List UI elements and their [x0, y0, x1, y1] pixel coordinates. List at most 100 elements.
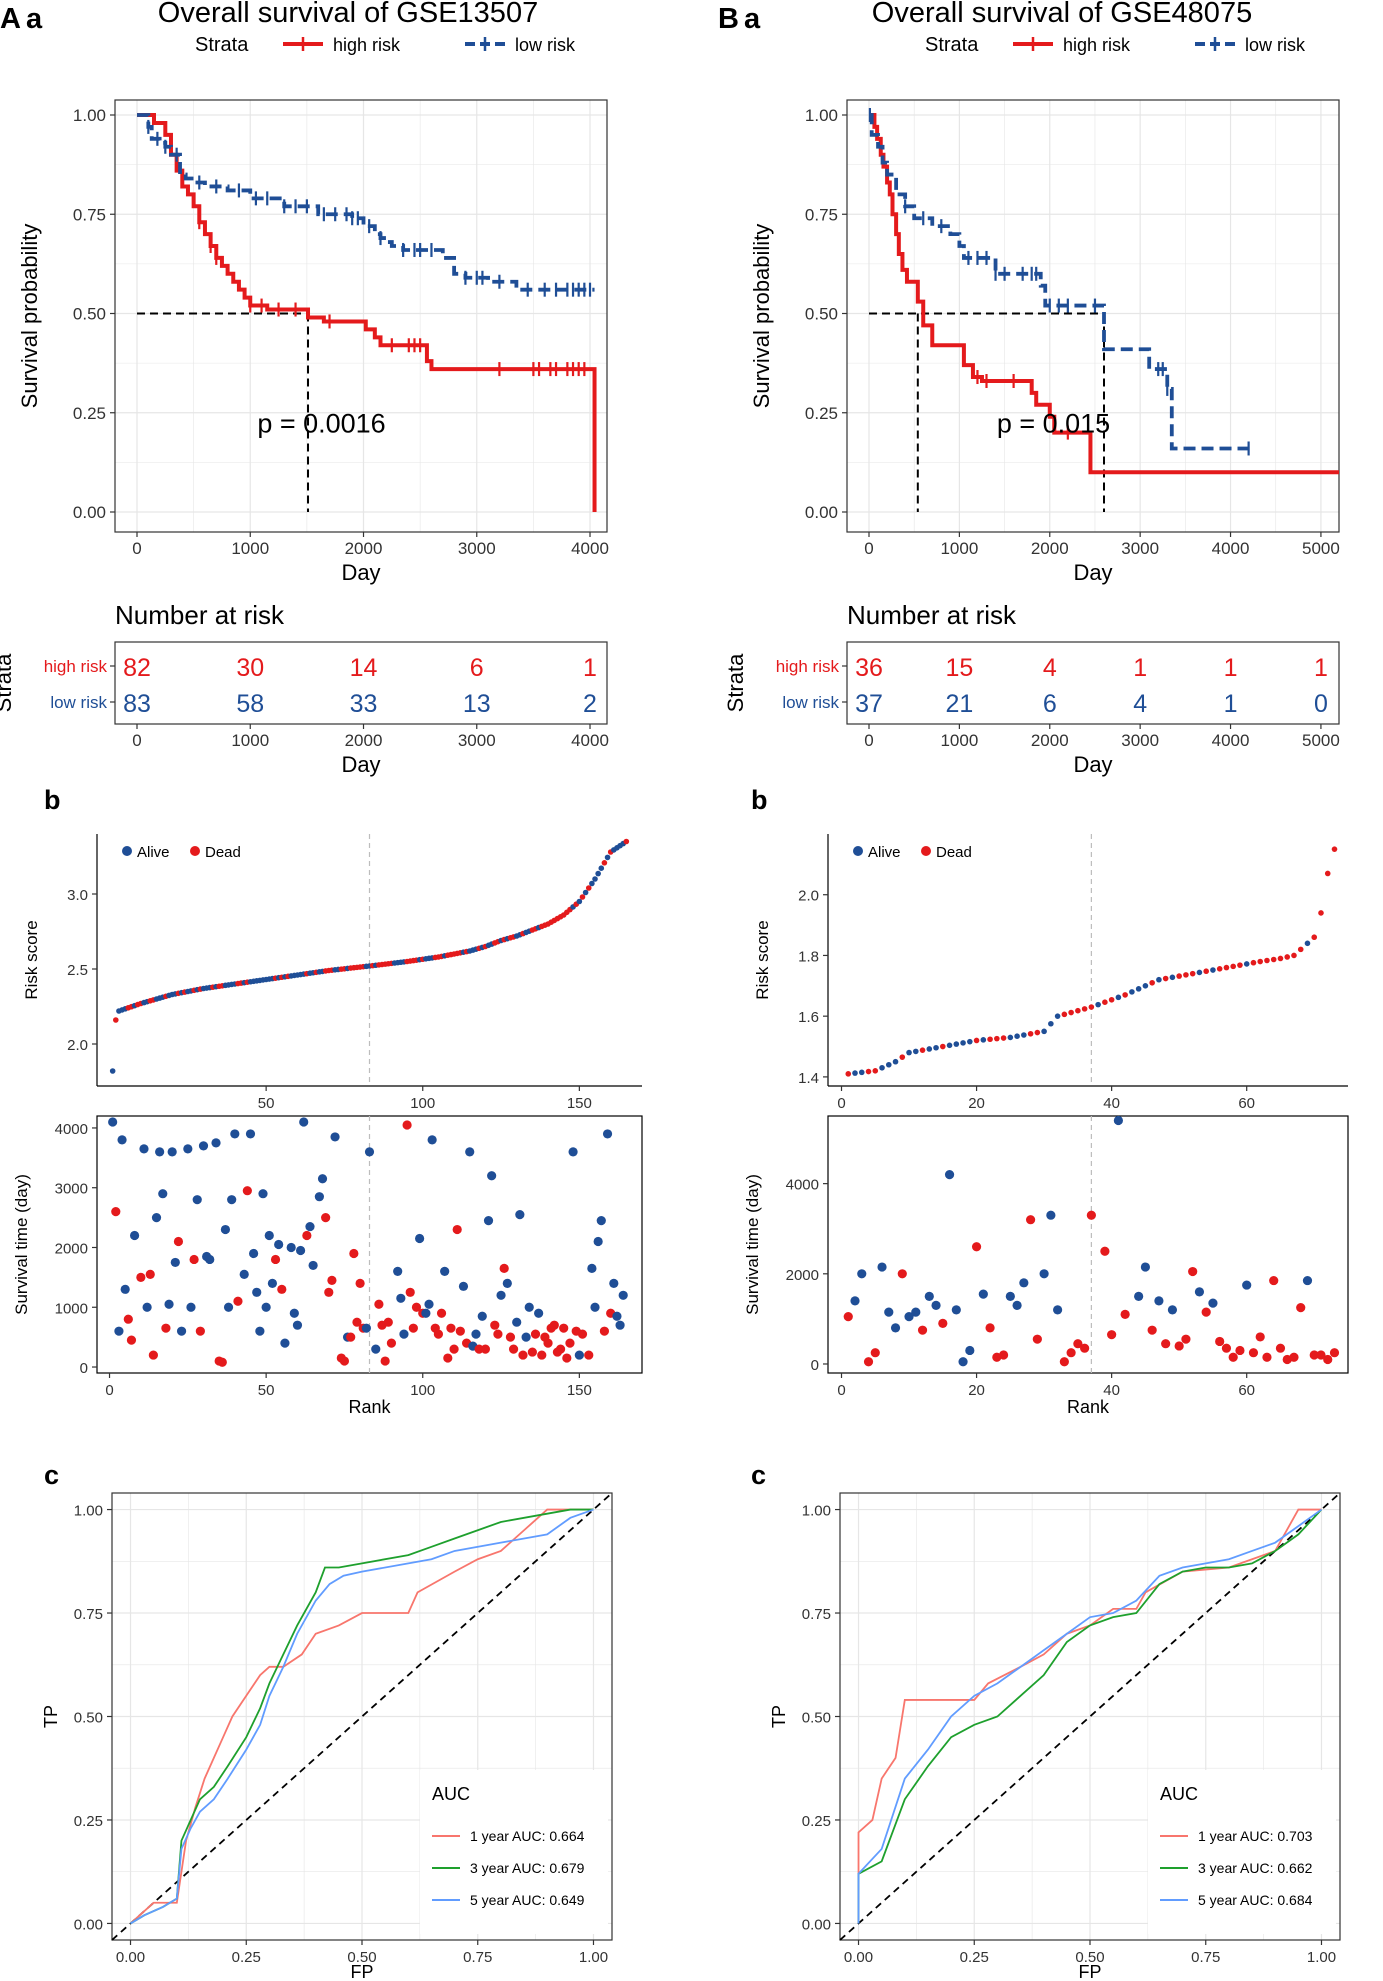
B-survival-time-point	[1329, 1348, 1340, 1358]
B-risk-score-point	[933, 1044, 939, 1051]
A-survival-time-point	[471, 1329, 481, 1339]
A-km-y-axis-label: Survival probability	[17, 224, 42, 409]
B-roc-y-tick-label: 1.00	[802, 1503, 831, 1520]
A-survival-time-point	[615, 1320, 625, 1330]
A-survival-time-x-tick-label: 50	[258, 1382, 275, 1399]
B-risk-table-cell: 6	[1043, 690, 1057, 718]
B-survival-time-point	[843, 1312, 853, 1322]
B-km-panel-border	[846, 99, 1340, 533]
A-roc-y-tick-label: 0.25	[74, 1813, 103, 1830]
A-survival-time-point	[183, 1144, 193, 1154]
A-survival-time-point	[534, 1308, 544, 1318]
A-km-plot-area	[115, 100, 607, 532]
A-survival-time-point	[480, 1344, 490, 1354]
B-survival-time-point	[1167, 1305, 1178, 1315]
panel-frames	[112, 100, 1340, 1940]
A-survival-time-point	[111, 1207, 121, 1217]
B-risk-score-x-tick-label: 20	[968, 1095, 985, 1112]
A-survival-time-y-tick-label: 2000	[55, 1240, 88, 1257]
A-survival-time-point	[139, 1144, 149, 1154]
B-survival-time-panel-border	[827, 1115, 1349, 1374]
B-risk-table-x-axis-label: Day	[1073, 752, 1112, 777]
A-survival-time-point	[452, 1224, 462, 1235]
A-survival-time-point	[192, 1195, 202, 1205]
B-risk-score-x-tick-label: 60	[1238, 1095, 1255, 1112]
B-survival-time-x-tick-label: 0	[837, 1382, 845, 1399]
B-survival-time-point	[1255, 1332, 1265, 1342]
A-survival-time-point	[612, 1311, 622, 1321]
B-risk-table-x-tick-label: 0	[864, 731, 873, 750]
A-survival-time-point	[483, 1215, 494, 1226]
B-risk-score-x-tick-label: 0	[837, 1095, 845, 1112]
A-survival-time-point	[223, 1302, 234, 1312]
A-roc-legend-label-1: 3 year AUC: 0.679	[470, 1860, 585, 1876]
B-risk-score-point	[1210, 967, 1216, 973]
A-survival-time-point	[164, 1299, 174, 1309]
B-risk-score-point	[1223, 964, 1230, 971]
B-roc-legend-title: AUC	[1160, 1784, 1198, 1804]
A-survival-time-point	[527, 1347, 537, 1357]
B-risk-score-y-tick-label: 1.8	[798, 948, 819, 965]
B-survival-time-point	[1039, 1269, 1049, 1279]
B-risk-score-point	[1250, 959, 1257, 966]
A-survival-time-point	[170, 1257, 180, 1268]
B-survival-time-point	[917, 1325, 928, 1335]
A-survival-time-point	[123, 1314, 133, 1324]
B-risk-score-point	[1075, 1007, 1081, 1014]
B-survival-time-point	[938, 1318, 948, 1329]
B-survival-time-point	[998, 1350, 1009, 1360]
B-survival-time-point	[944, 1170, 955, 1180]
B-roc-legend-label-1: 3 year AUC: 0.662	[1198, 1860, 1313, 1876]
A-survival-time-point	[421, 1308, 431, 1318]
B-risk-table-title: Number at risk	[847, 600, 1017, 630]
A-risk-score-point	[592, 876, 598, 882]
A-km-legend-label-1: low risk	[515, 35, 576, 55]
A-survival-time-point	[205, 1254, 215, 1265]
B-km-y-tick-label: 1.00	[805, 106, 838, 125]
B-roc-legend-box	[1148, 1770, 1336, 1934]
B-km-x-tick-label: 2000	[1031, 539, 1069, 558]
A-survival-time-point	[352, 1317, 362, 1327]
B-risk-score-point	[1142, 983, 1149, 989]
A-risk-table-cell: 82	[123, 654, 151, 682]
B-risk-score-point	[1095, 1001, 1101, 1008]
A-survival-time-point	[559, 1323, 569, 1333]
A-risk-table-cell: 13	[463, 690, 491, 718]
B-roc-x-tick-label: 0.50	[1075, 1949, 1104, 1966]
A-survival-time-point	[374, 1299, 384, 1309]
A-km-y-tick-label: 1.00	[73, 106, 106, 125]
A-survival-time-point	[136, 1272, 146, 1282]
A-survival-time-point	[449, 1344, 459, 1354]
A-roc-x-tick-label: 0.25	[232, 1949, 261, 1966]
A-km-y-tick-label: 0.50	[73, 305, 106, 324]
B-survival-time-point	[1242, 1280, 1252, 1290]
A-survival-time-point	[424, 1299, 434, 1309]
B-survival-time-point	[884, 1307, 894, 1317]
B-risk-score-point	[994, 1035, 1000, 1042]
chart-text: A a B a b b c c 0 1000 2000 3000 40000.000.2…	[0, 0, 1340, 1981]
A-survival-time-point	[148, 1350, 158, 1360]
A-survival-time-point	[189, 1254, 199, 1265]
B-risk-score-x-tick-label: 40	[1103, 1095, 1120, 1112]
B-survival-time-x-tick-label: 40	[1103, 1382, 1120, 1399]
B-survival-time-point	[1066, 1348, 1076, 1358]
B-risk-score-point	[845, 1071, 852, 1077]
B-survival-time-y-axis-label: Survival time (day)	[743, 1174, 762, 1315]
A-survival-time-point	[443, 1353, 453, 1363]
B-risk-score-point	[1034, 1029, 1041, 1036]
A-survival-time-point	[292, 1320, 303, 1330]
A-survival-time-point	[549, 1320, 559, 1330]
B-survival-time-point	[931, 1300, 941, 1310]
A-survival-time-point	[245, 1129, 256, 1139]
A-risk-table-x-tick-label: 1000	[231, 731, 269, 750]
A-risk-table-cell: 83	[123, 690, 151, 718]
A-roc-legend-label-2: 5 year AUC: 0.649	[470, 1892, 585, 1908]
B-survival-time-point	[1302, 1275, 1313, 1286]
A-survival-time-point	[537, 1350, 547, 1360]
A-survival-time-point	[399, 1329, 409, 1339]
A-risk-score-legend-alive-swatch	[122, 846, 132, 856]
B-km-legend-label-0: high risk	[1063, 35, 1131, 55]
B-survival-time-point	[1154, 1296, 1164, 1306]
A-survival-time-y-tick-label: 4000	[55, 1121, 88, 1138]
B-risk-score-point	[1156, 976, 1162, 983]
